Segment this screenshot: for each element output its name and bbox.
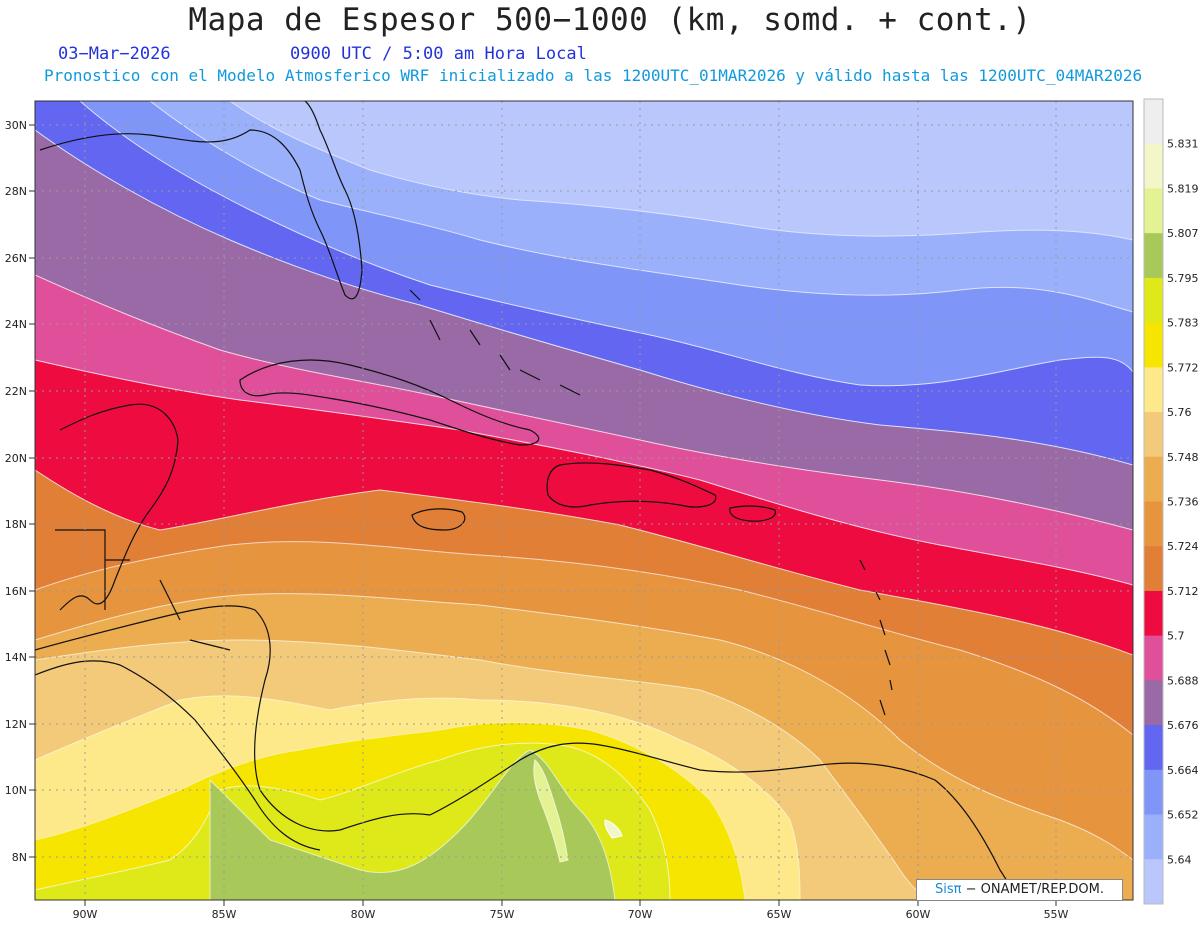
lon-label: 55W <box>1044 908 1069 921</box>
colorbar-swatch <box>1144 814 1163 860</box>
lat-label: 10N <box>5 784 27 797</box>
colorbar-swatch <box>1144 859 1163 905</box>
credit-text: − ONAMET/REP.DOM. <box>961 882 1104 897</box>
lat-label: 28N <box>5 185 27 198</box>
colorbar-swatch <box>1144 590 1163 637</box>
lon-label: 75W <box>490 908 515 921</box>
colorbar-swatch <box>1144 367 1163 413</box>
colorbar-label: 5.831 <box>1167 138 1199 151</box>
colorbar-swatch <box>1144 680 1163 726</box>
colorbar-swatch <box>1144 412 1163 458</box>
colorbar-swatch <box>1144 277 1163 324</box>
thickness-bands <box>35 101 1133 900</box>
lat-label: 8N <box>12 851 27 864</box>
lat-label: 14N <box>5 651 27 664</box>
lat-label: 18N <box>5 518 27 531</box>
cuba-coast <box>239 359 540 446</box>
coastlines <box>35 101 1021 900</box>
colorbar-labels: 5.831 5.819 5.807 5.795 5.783 5.772 5.76 5.748 5… <box>1167 138 1199 867</box>
colorbar-swatch <box>1144 456 1163 502</box>
band-5831 <box>604 819 623 839</box>
colorbar-label: 5.676 <box>1167 719 1199 732</box>
lat-label: 20N <box>5 452 27 465</box>
colorbar-swatch <box>1144 188 1163 234</box>
lon-label: 70W <box>628 908 653 921</box>
band-5807 <box>209 749 616 900</box>
central-america-pacific <box>35 660 321 851</box>
credit-box: Sisπ − ONAMET/REP.DOM. <box>916 879 1123 901</box>
colorbar-label: 5.736 <box>1167 496 1199 509</box>
colorbar-label: 5.772 <box>1167 361 1199 374</box>
colorbar-label: 5.807 <box>1167 227 1199 240</box>
lon-label: 90W <box>73 908 98 921</box>
lesser-antilles <box>859 559 893 716</box>
lat-label: 12N <box>5 718 27 731</box>
colorbar <box>1143 98 1164 905</box>
south-america-coast <box>429 742 1021 900</box>
colorbar-label: 5.76 <box>1167 406 1192 419</box>
colorbar-swatch <box>1144 322 1163 368</box>
band-5819 <box>533 759 569 863</box>
colorbar-label: 5.7 <box>1167 630 1185 643</box>
colorbar-label: 5.664 <box>1167 764 1199 777</box>
lat-label: 26N <box>5 252 27 265</box>
colorbar-label: 5.64 <box>1167 853 1192 866</box>
colorbar-frame <box>1143 98 1164 905</box>
lon-label: 80W <box>351 908 376 921</box>
colorbar-label: 5.712 <box>1167 585 1199 598</box>
lon-labels: 90W 85W 80W 75W 70W 65W 60W 55W <box>73 908 1069 921</box>
colorbar-swatch <box>1144 233 1163 279</box>
bahamas-coast <box>409 289 581 396</box>
central-america-coast <box>35 605 431 832</box>
forecast-subtitle: Pronostico con el Modelo Atmosferico WRF… <box>44 66 1143 85</box>
page-title: Mapa de Espesor 500−1000 (km, somd. + co… <box>188 2 1032 38</box>
lon-label: 60W <box>906 908 931 921</box>
colorbar-swatch <box>1144 725 1163 771</box>
colorbar-label: 5.724 <box>1167 540 1199 553</box>
hispaniola-coast <box>546 462 717 508</box>
forecast-time: 0900 UTC / 5:00 am Hora Local <box>290 44 587 64</box>
borders <box>55 529 231 651</box>
florida-coast <box>39 101 363 300</box>
colorbar-label: 5.688 <box>1167 674 1199 687</box>
lat-labels: 30N 28N 26N 24N 22N 20N 18N 16N 14N 12N … <box>5 119 27 864</box>
lat-label: 30N <box>5 119 27 132</box>
lat-label: 24N <box>5 318 27 331</box>
lon-label: 65W <box>767 908 792 921</box>
lat-label: 16N <box>5 585 27 598</box>
yucatan-coast <box>59 403 179 611</box>
colorbar-swatch <box>1144 501 1163 547</box>
gridlines <box>35 101 1133 900</box>
colorbar-label: 5.819 <box>1167 182 1199 195</box>
colorbar-label: 5.652 <box>1167 809 1199 822</box>
colorbar-label: 5.783 <box>1167 317 1199 330</box>
colorbar-label: 5.795 <box>1167 272 1199 285</box>
colorbar-label: 5.748 <box>1167 451 1199 464</box>
lon-label: 85W <box>212 908 237 921</box>
plot-frame <box>34 100 1134 901</box>
colorbar-swatch <box>1144 143 1163 189</box>
colorbar-swatch <box>1144 769 1163 816</box>
puerto-rico-coast <box>729 505 776 522</box>
colorbar-swatch <box>1144 546 1163 592</box>
colorbar-swatch <box>1144 99 1163 145</box>
forecast-date: 03−Mar−2026 <box>58 44 171 64</box>
lat-label: 22N <box>5 385 27 398</box>
axis-ticks <box>29 124 1057 906</box>
colorbar-swatch <box>1144 635 1163 681</box>
credit-sis: Sisπ <box>934 882 962 897</box>
